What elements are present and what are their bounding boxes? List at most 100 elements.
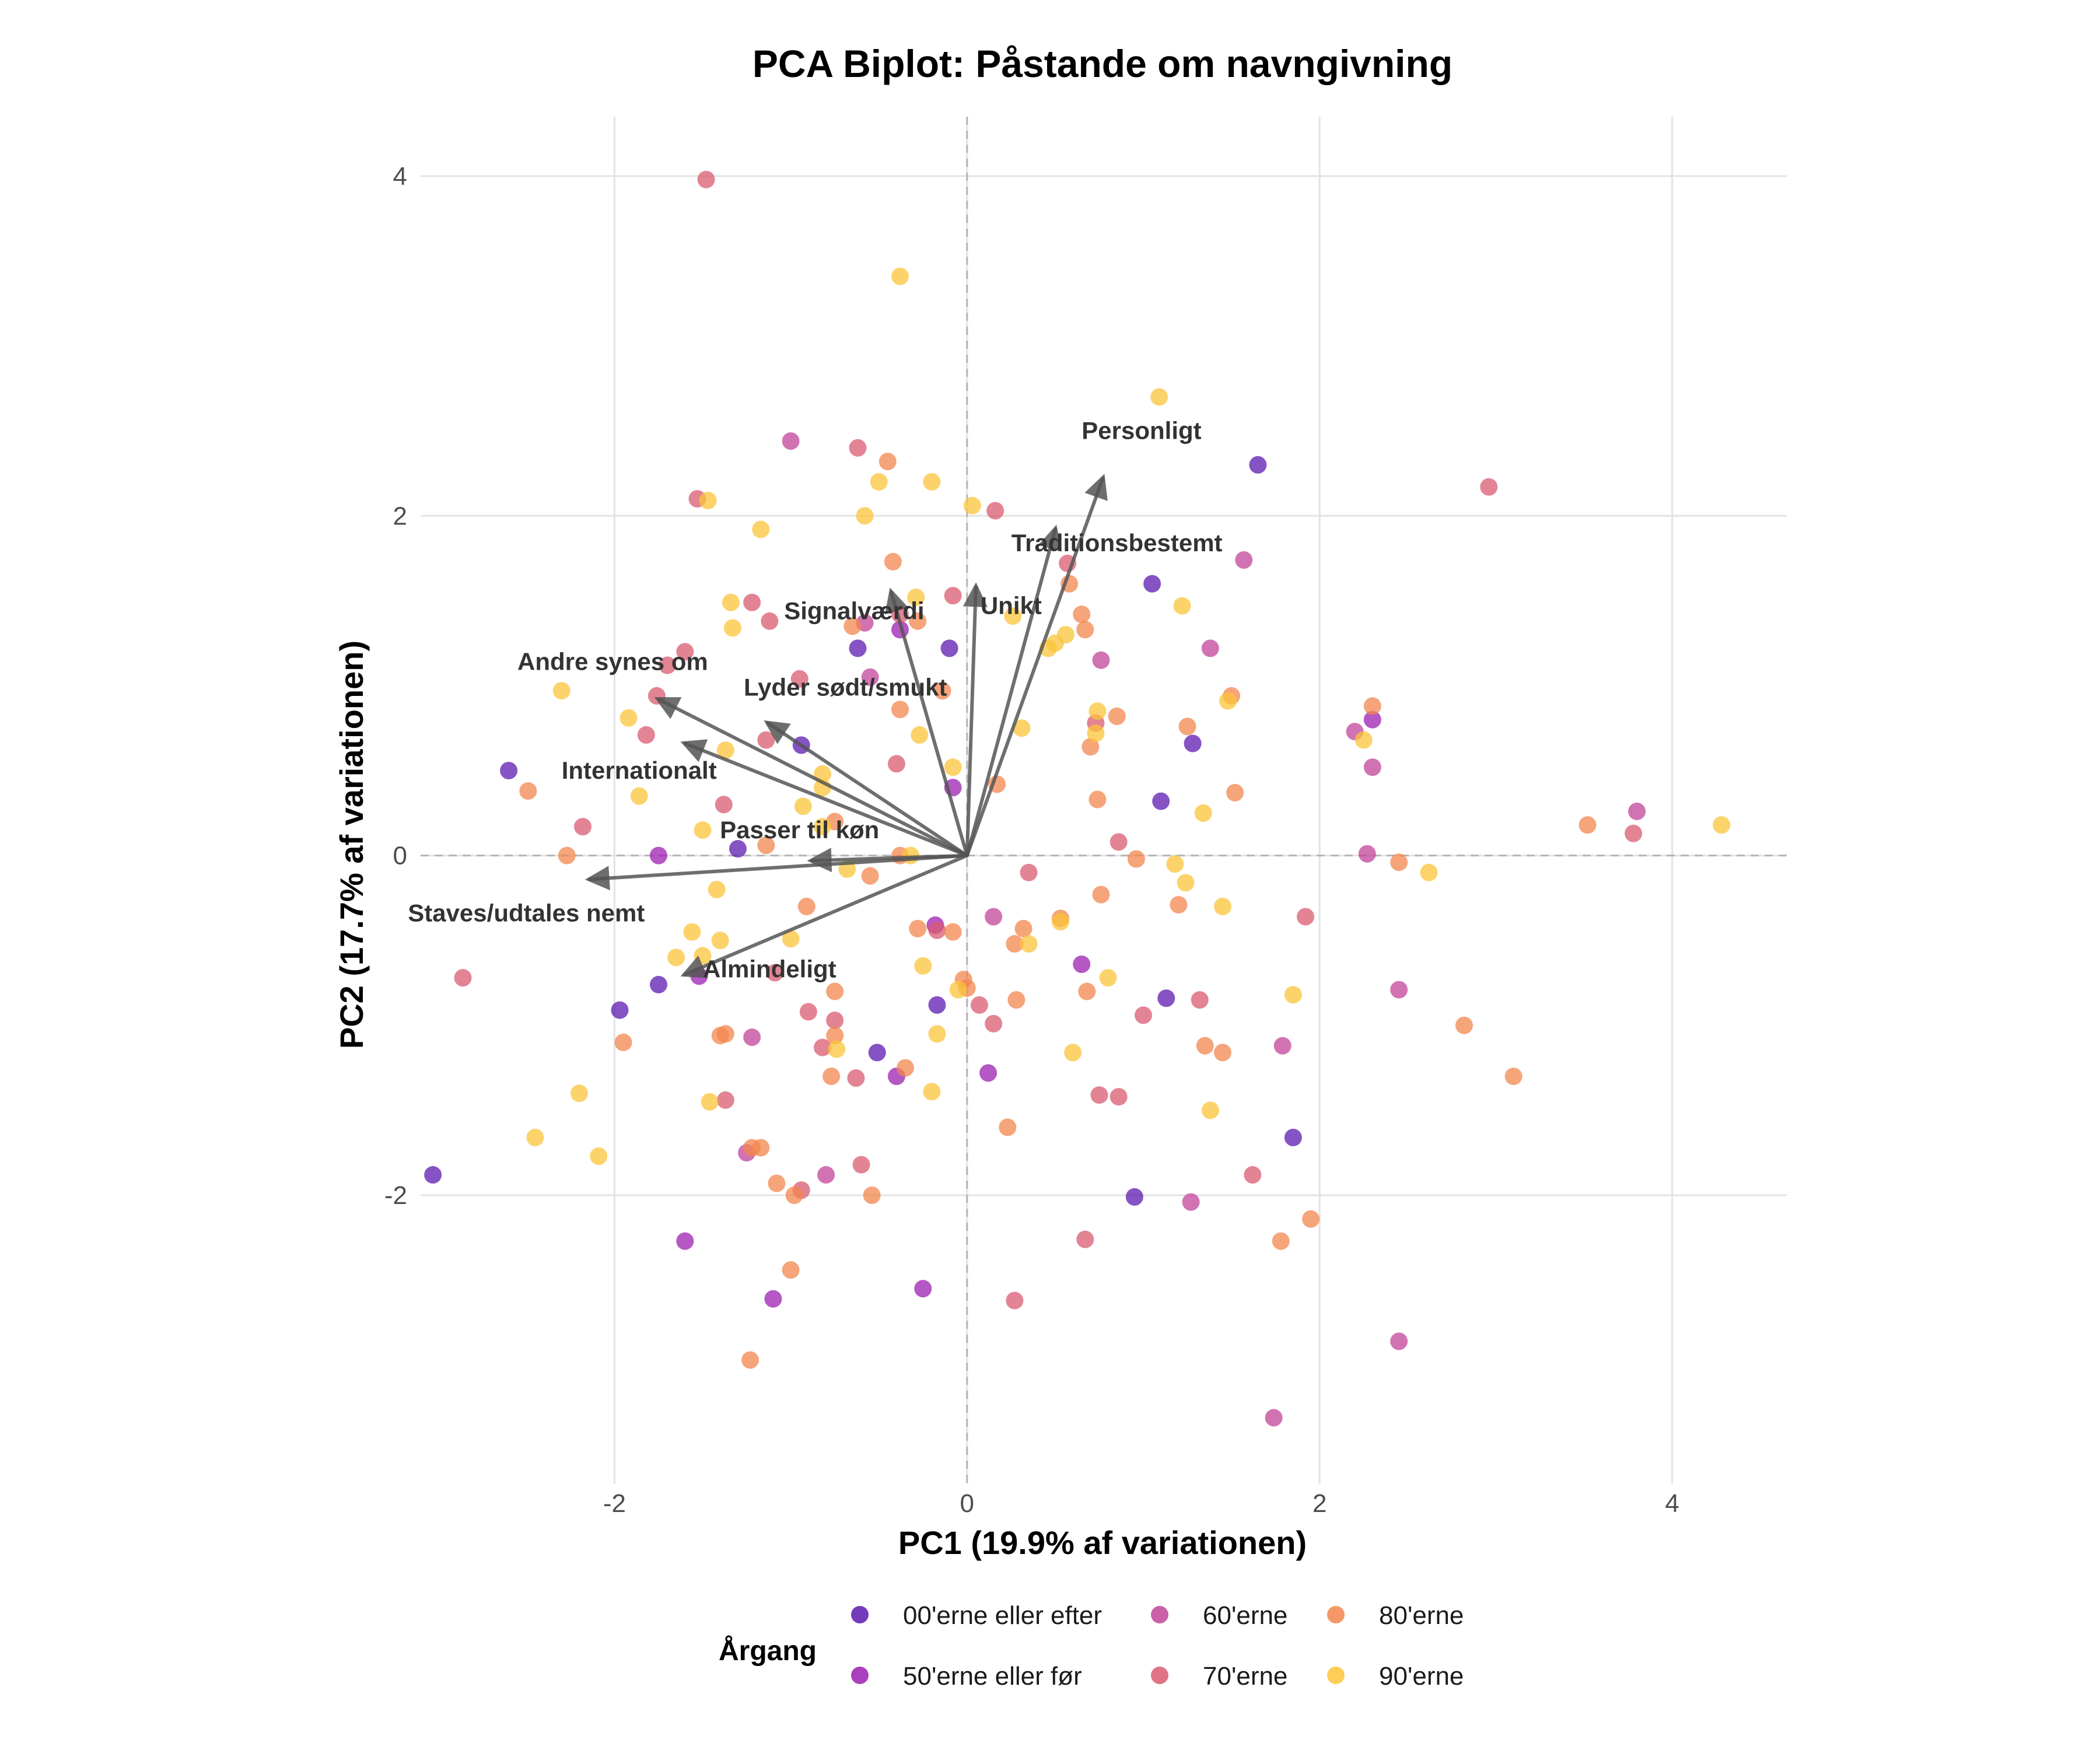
- point: [1201, 1101, 1219, 1119]
- loading-label: Almindeligt: [703, 956, 836, 983]
- point: [1007, 991, 1026, 1009]
- point: [768, 1174, 786, 1192]
- point: [1265, 1409, 1283, 1427]
- loading-arrows: [584, 474, 1108, 978]
- point: [970, 996, 988, 1014]
- point: [1143, 575, 1161, 593]
- point: [1110, 1088, 1128, 1106]
- point: [928, 1025, 946, 1043]
- point: [817, 1166, 835, 1184]
- legend-label: 70'erne: [1203, 1662, 1287, 1690]
- point: [1125, 1188, 1143, 1206]
- loading-arrow: [680, 739, 969, 858]
- point: [1127, 850, 1145, 868]
- point: [826, 1012, 844, 1030]
- point: [790, 670, 808, 688]
- point: [1420, 863, 1438, 881]
- point: [1219, 692, 1237, 710]
- point: [985, 908, 1003, 926]
- point: [944, 758, 962, 776]
- point: [1157, 989, 1175, 1007]
- point: [1170, 896, 1188, 914]
- point: [1302, 1210, 1320, 1228]
- point: [868, 1044, 886, 1062]
- point: [1064, 1044, 1082, 1062]
- y-tick-label-0: -2: [384, 1181, 407, 1210]
- point: [1073, 606, 1091, 624]
- point: [1363, 758, 1381, 776]
- point: [1455, 1016, 1473, 1034]
- point: [1177, 874, 1195, 892]
- point: [752, 1139, 770, 1157]
- point: [1249, 456, 1267, 474]
- y-axis-label: PC2 (17.7% af variationen): [333, 640, 370, 1049]
- series-2: [738, 432, 1646, 1427]
- legend-swatch: [1151, 1606, 1168, 1623]
- point: [743, 593, 761, 611]
- plot-area: Personligt Traditionsbestemt Unikt Signalvæ…: [408, 117, 1787, 1484]
- point: [923, 1083, 941, 1101]
- loading-label: Passer til køn: [720, 816, 879, 844]
- point: [861, 867, 879, 885]
- point: [1578, 816, 1597, 834]
- x-tick-label-0: -2: [603, 1489, 626, 1518]
- point: [637, 726, 655, 744]
- point: [897, 1059, 915, 1077]
- point: [785, 1186, 803, 1204]
- legend-item: 50'erne eller før: [851, 1662, 1082, 1690]
- point: [1150, 388, 1168, 406]
- legend-title: Årgang: [719, 1635, 817, 1667]
- point: [1178, 718, 1196, 736]
- legend-items: 00'erne eller efter 50'erne eller før 60'e…: [851, 1601, 1464, 1690]
- point: [928, 921, 946, 939]
- point: [782, 432, 800, 450]
- legend-label: 60'erne: [1203, 1601, 1287, 1630]
- point: [856, 507, 874, 525]
- point: [1235, 551, 1253, 569]
- point: [752, 520, 770, 538]
- loading-label: Signalværdi: [784, 597, 924, 624]
- point: [570, 1084, 588, 1102]
- point: [1363, 710, 1381, 729]
- point: [794, 797, 812, 816]
- point: [907, 589, 925, 607]
- loading-label: Traditionsbestemt: [1012, 529, 1223, 556]
- point: [757, 731, 775, 749]
- point: [999, 1118, 1017, 1136]
- point: [1390, 1332, 1408, 1350]
- loading-arrow: [764, 720, 969, 858]
- point: [849, 439, 867, 457]
- series-5: [526, 267, 1731, 1166]
- point: [1297, 908, 1315, 926]
- point: [1108, 707, 1126, 725]
- point: [722, 593, 740, 611]
- point: [590, 1147, 608, 1166]
- chart-title: PCA Biplot: Påstande om navngivning: [752, 42, 1452, 85]
- point: [1191, 991, 1209, 1009]
- point: [944, 587, 962, 605]
- point: [701, 1093, 719, 1111]
- legend: Årgang 00'erne eller efter 50'erne eller …: [719, 1601, 1464, 1690]
- legend-label: 50'erne eller før: [903, 1662, 1082, 1690]
- point: [1273, 1037, 1292, 1055]
- point: [870, 473, 888, 491]
- x-axis-ticks: -2 0 2 4: [603, 1489, 1679, 1518]
- point: [847, 1069, 865, 1087]
- y-tick-label-1: 0: [393, 842, 407, 870]
- point: [826, 982, 844, 1000]
- series-0: [424, 456, 1302, 1206]
- y-tick-label-2: 2: [393, 502, 407, 530]
- point: [1076, 1230, 1094, 1248]
- x-tick-label-1: 0: [960, 1489, 974, 1518]
- point: [878, 453, 897, 471]
- y-axis-ticks: -2 0 2 4: [384, 162, 407, 1210]
- point: [676, 643, 694, 661]
- point: [891, 701, 909, 719]
- x-tick-label-3: 4: [1665, 1489, 1679, 1518]
- loading-arrow: [654, 696, 969, 858]
- point: [1173, 597, 1191, 615]
- point: [676, 1232, 694, 1250]
- point: [797, 897, 816, 915]
- point: [963, 496, 981, 514]
